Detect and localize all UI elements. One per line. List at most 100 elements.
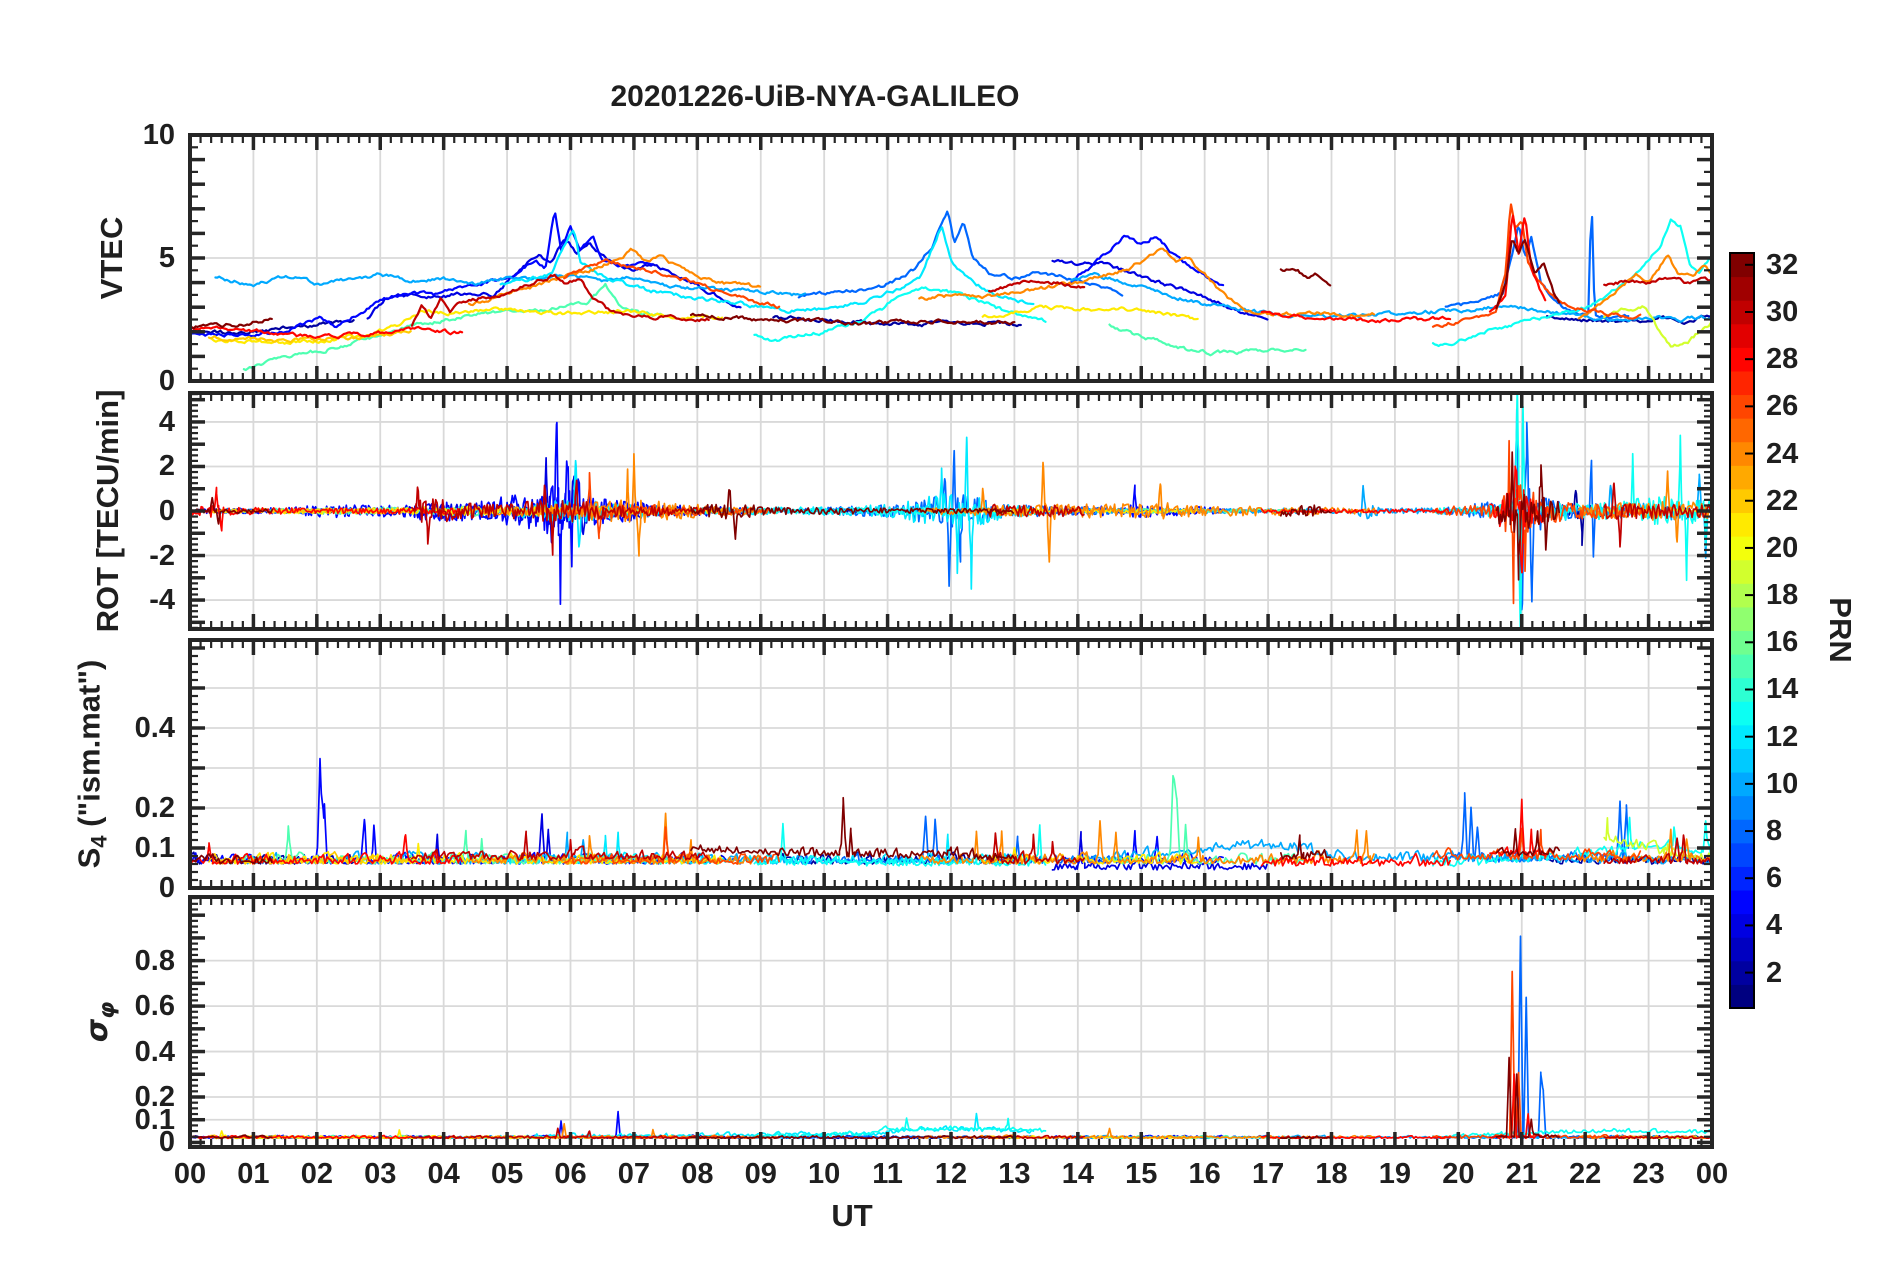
- y-tick-label: 0: [158, 495, 175, 527]
- x-tick-label: 00: [1695, 1158, 1729, 1190]
- series-prn-5: [192, 212, 654, 338]
- x-tick-label: 15: [1125, 1158, 1158, 1190]
- x-tick-label: 11: [872, 1158, 903, 1190]
- series-prn-22: [207, 329, 412, 344]
- colorbar-tick-label: 10: [1766, 767, 1799, 800]
- series-prn-28: [1260, 852, 1451, 867]
- series-prn-32: [192, 1134, 273, 1140]
- series-prn-8: [1444, 935, 1630, 1140]
- panel-s4-grid: [190, 640, 1712, 888]
- y-tick-label: 5: [158, 242, 175, 274]
- colorbar-border: [1729, 252, 1755, 1009]
- series-prn-26: [563, 258, 781, 310]
- colorbar-tick-label: 24: [1766, 437, 1799, 470]
- series-prn-21: [211, 306, 724, 345]
- series-prn-28: [1260, 310, 1452, 324]
- x-tick-label: 01: [237, 1158, 270, 1190]
- series-prn-8: [797, 210, 1124, 299]
- x-tick-label: 03: [364, 1158, 397, 1190]
- series-prn-24: [1577, 254, 1710, 320]
- y-tick-label: 4: [158, 405, 175, 438]
- x-tick-label: 08: [681, 1158, 714, 1190]
- series-prn-32: [690, 1134, 1016, 1140]
- series-prn-15: [1108, 774, 1307, 865]
- series-prn-30: [410, 273, 710, 327]
- panel-rot-series: [192, 395, 1710, 627]
- x-tick-label: 12: [934, 1158, 968, 1190]
- colorbar-tick-label: 12: [1766, 720, 1799, 753]
- x-tick-label: 04: [427, 1158, 460, 1190]
- colorbar-tick-label: 20: [1766, 531, 1799, 564]
- panel-vtec-series: [192, 203, 1710, 372]
- x-tick-label: 21: [1505, 1158, 1538, 1190]
- y-tick-label: 2: [158, 450, 175, 483]
- series-prn-28: [1489, 798, 1547, 857]
- series-prn-8: [1444, 215, 1630, 320]
- series-prn-32: [1495, 828, 1561, 857]
- colorbar: [1729, 252, 1755, 1009]
- series-prn-28: [1260, 508, 1453, 514]
- series-prn-2: [192, 319, 355, 335]
- x-tick-label: 20: [1442, 1158, 1475, 1190]
- colorbar-tick-label: 2: [1766, 956, 1783, 989]
- series-prn-13: [753, 286, 1047, 342]
- chart-title: 20201226-UiB-NYA-GALILEO: [610, 80, 1020, 113]
- colorbar-tick-label: 14: [1766, 673, 1799, 706]
- series-prn-32: [1495, 1056, 1561, 1139]
- series-prn-32: [1279, 504, 1332, 518]
- panel-sp-border: [188, 895, 1714, 1149]
- x-tick-label: 16: [1188, 1158, 1221, 1190]
- series-prn-22: [208, 850, 412, 865]
- series-prn-21: [981, 846, 1199, 865]
- y-tick-label: 0.1: [134, 832, 175, 864]
- series-prn-26: [563, 826, 780, 865]
- series-prn-13: [753, 822, 1047, 867]
- series-prn-32: [690, 796, 1016, 861]
- series-prn-26: [1432, 827, 1642, 861]
- x-tick-label: 02: [300, 1158, 333, 1190]
- y-tick-label: 0: [158, 872, 175, 904]
- colorbar-tick-label: 32: [1766, 248, 1799, 281]
- y-tick-label: 10: [142, 119, 175, 151]
- colorbar-tick-label: 26: [1766, 390, 1799, 423]
- series-prn-32: [192, 496, 274, 525]
- series-prn-21: [981, 304, 1199, 321]
- series-prn-4: [1051, 259, 1269, 321]
- x-tick-label: 19: [1378, 1158, 1412, 1190]
- y-tick-label: 0.2: [134, 792, 175, 824]
- series-prn-4: [1051, 830, 1269, 871]
- panel-rot-border: [188, 391, 1714, 631]
- series-prn-30: [1603, 276, 1710, 287]
- colorbar-tick-label: 8: [1766, 815, 1783, 848]
- x-tick-label: 10: [808, 1158, 841, 1190]
- series-prn-26: [1432, 439, 1644, 605]
- y-tick-label: -4: [149, 584, 175, 617]
- panel-s4-border: [188, 638, 1714, 890]
- y-tick-label: 0: [158, 365, 175, 397]
- y-tick-label: 0.1: [134, 1103, 175, 1136]
- x-tick-label: 18: [1315, 1158, 1348, 1190]
- series-prn-5: [1064, 234, 1225, 287]
- series-prn-32: [690, 488, 1015, 540]
- series-prn-13: [753, 1117, 1047, 1139]
- x-tick-label: 23: [1632, 1158, 1665, 1190]
- colorbar-tick-label: 30: [1766, 295, 1799, 328]
- series-prn-24: [918, 247, 1376, 318]
- series-prn-15: [242, 282, 672, 372]
- y-tick-label: 0.4: [134, 712, 175, 744]
- x-tick-label: 05: [490, 1158, 524, 1190]
- series-prn-32: [192, 853, 273, 865]
- y-tick-label: 0.4: [134, 1035, 175, 1068]
- series-prn-30: [1603, 834, 1710, 865]
- series-prn-13: [1431, 218, 1710, 348]
- series-prn-19: [1603, 305, 1710, 348]
- y-tick-label: 0.6: [134, 990, 175, 1023]
- series-prn-32: [1495, 239, 1561, 310]
- series-prn-32: [1279, 834, 1332, 860]
- y-tick-label: -2: [149, 539, 175, 572]
- panel-rot-ticks: [190, 393, 1712, 629]
- x-tick-label: 13: [998, 1158, 1031, 1190]
- series-prn-30: [988, 279, 1086, 293]
